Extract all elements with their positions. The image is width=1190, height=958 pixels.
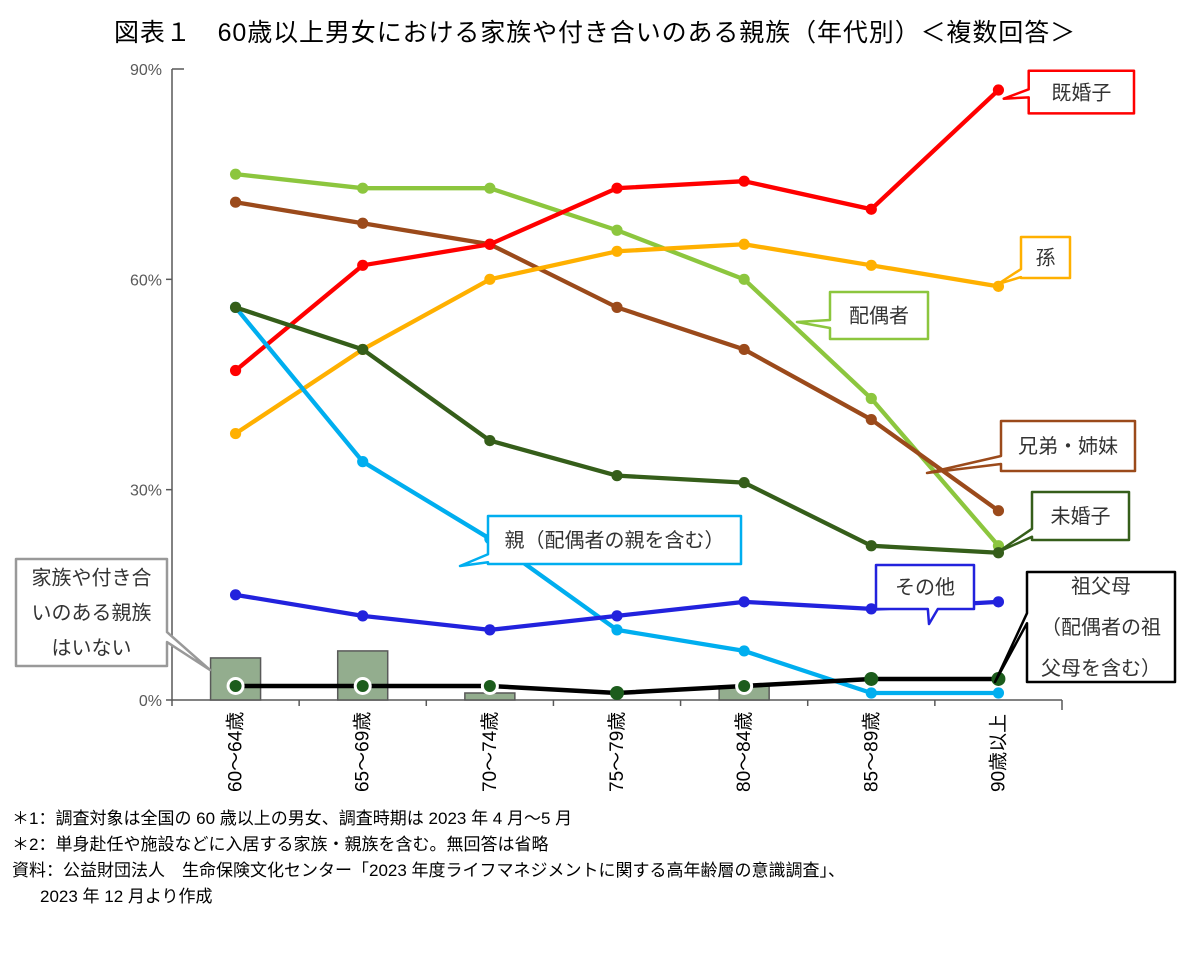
svg-text:家族や付き合: 家族や付き合 <box>32 567 152 590</box>
svg-text:兄弟・姉妹: 兄弟・姉妹 <box>1018 435 1118 458</box>
svg-text:孫: 孫 <box>1036 247 1056 270</box>
svg-text:その他: その他 <box>895 576 955 599</box>
svg-text:65～69歳: 65～69歳 <box>352 712 374 792</box>
svg-text:85～89歳: 85～89歳 <box>860 712 882 792</box>
svg-text:60%: 60% <box>130 272 162 289</box>
svg-text:90%: 90% <box>130 62 162 79</box>
svg-text:既婚子: 既婚子 <box>1051 81 1111 104</box>
svg-text:未婚子: 未婚子 <box>1051 505 1111 528</box>
svg-text:30%: 30% <box>130 483 162 500</box>
svg-text:0%: 0% <box>139 693 162 710</box>
svg-text:60～64歳: 60～64歳 <box>225 712 247 792</box>
svg-text:いのある親族: いのある親族 <box>32 602 152 625</box>
svg-text:父母を含む）: 父母を含む） <box>1041 657 1161 680</box>
svg-text:80～84歳: 80～84歳 <box>733 712 755 792</box>
svg-text:祖父母: 祖父母 <box>1071 575 1131 598</box>
svg-text:90歳以上: 90歳以上 <box>987 714 1009 792</box>
svg-text:75～79歳: 75～79歳 <box>606 712 628 792</box>
svg-text:（配偶者の祖: （配偶者の祖 <box>1041 616 1161 639</box>
svg-text:親（配偶者の親を含む）: 親（配偶者の親を含む） <box>505 529 725 552</box>
svg-text:配偶者: 配偶者 <box>849 305 909 328</box>
svg-text:はいない: はいない <box>52 638 132 660</box>
svg-text:70～74歳: 70～74歳 <box>479 712 501 792</box>
